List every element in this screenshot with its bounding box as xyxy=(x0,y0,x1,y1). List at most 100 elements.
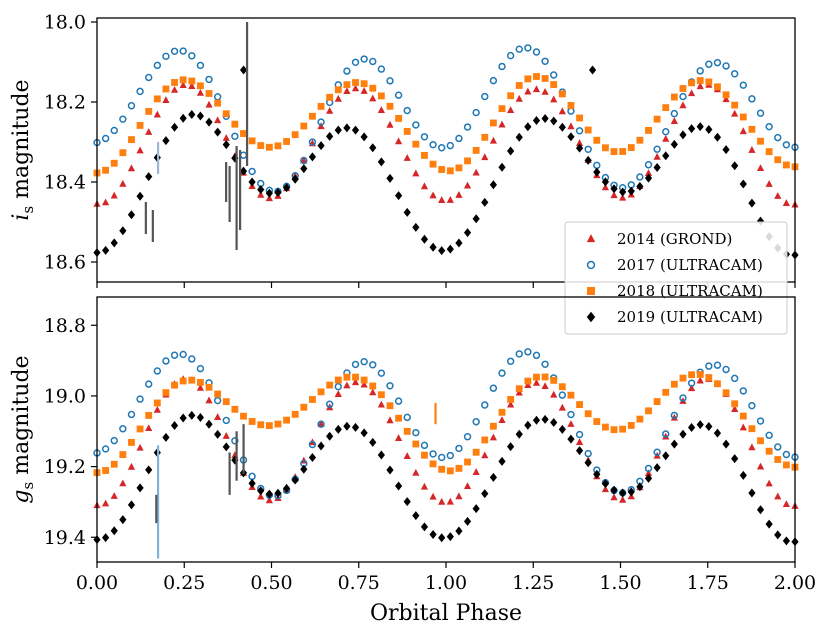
data-point xyxy=(136,425,144,433)
data-point xyxy=(498,162,506,172)
data-point xyxy=(550,95,558,103)
data-point xyxy=(170,421,179,431)
data-point xyxy=(662,430,670,438)
data-point xyxy=(550,81,558,88)
data-point xyxy=(127,500,136,510)
bottom-panel-g-band: 18.8 19.0 19.2 19.4 0.00 0.25 0.50 0.75 1.00 1.2… xyxy=(9,296,816,626)
data-point xyxy=(102,198,110,206)
data-point xyxy=(567,132,575,142)
data-point xyxy=(636,482,644,492)
data-point xyxy=(593,469,601,479)
data-point xyxy=(395,414,403,422)
data-point xyxy=(179,113,187,123)
series-2014-grond- xyxy=(93,80,799,208)
data-point xyxy=(420,234,429,244)
data-point xyxy=(153,95,161,103)
data-point xyxy=(472,468,480,475)
data-point xyxy=(119,425,127,433)
data-point xyxy=(515,82,523,89)
data-point xyxy=(774,492,782,500)
data-point xyxy=(257,190,265,198)
data-point xyxy=(214,413,222,420)
data-point xyxy=(222,110,230,118)
data-point xyxy=(360,86,368,94)
data-point xyxy=(170,351,179,359)
data-point xyxy=(748,488,756,498)
data-point xyxy=(696,371,704,378)
data-point xyxy=(636,136,644,144)
data-point xyxy=(463,228,472,238)
data-point xyxy=(463,433,472,441)
data-point xyxy=(558,403,566,411)
data-point xyxy=(575,143,584,153)
data-point xyxy=(498,408,506,416)
data-point xyxy=(653,163,661,173)
data-point xyxy=(248,177,256,187)
top-panel-i-band: 18.0 18.2 18.4 18.6 is magnitude 2014 (GRON… xyxy=(9,12,799,335)
data-point xyxy=(162,389,170,397)
data-point xyxy=(696,420,704,430)
data-point xyxy=(214,390,222,398)
data-point xyxy=(705,124,713,134)
data-point xyxy=(205,100,213,108)
data-point xyxy=(463,123,472,131)
data-point xyxy=(352,79,359,86)
data-point xyxy=(360,357,368,366)
series-2019-ultracam- xyxy=(93,110,799,260)
data-point xyxy=(515,94,523,102)
data-point xyxy=(593,136,601,144)
data-point xyxy=(472,418,480,426)
x-tick-label: 2.00 xyxy=(774,572,816,594)
data-point xyxy=(351,422,360,432)
data-point xyxy=(489,119,497,127)
data-point xyxy=(162,96,170,103)
data-point xyxy=(257,486,265,496)
data-point xyxy=(386,173,394,183)
data-point xyxy=(231,132,239,140)
data-point xyxy=(489,180,497,190)
data-point xyxy=(334,390,342,397)
data-point xyxy=(119,149,127,157)
data-point xyxy=(550,418,558,428)
data-point xyxy=(584,449,592,458)
data-point xyxy=(645,407,652,415)
legend-marker xyxy=(586,260,596,270)
data-point xyxy=(765,180,773,187)
data-point xyxy=(136,146,144,154)
data-point xyxy=(765,431,773,440)
data-point xyxy=(326,381,334,389)
data-point xyxy=(326,93,334,101)
data-point xyxy=(325,400,334,408)
data-point xyxy=(317,441,325,451)
data-point xyxy=(533,73,540,80)
data-point xyxy=(696,67,704,75)
data-point xyxy=(377,369,386,377)
data-point xyxy=(128,438,135,446)
data-point xyxy=(196,379,204,386)
data-point xyxy=(205,90,213,97)
data-point xyxy=(352,373,359,381)
bottom-ylabel-space xyxy=(9,475,34,482)
data-point xyxy=(576,114,583,122)
data-point xyxy=(438,196,446,204)
data-point xyxy=(360,132,368,142)
data-point xyxy=(756,417,765,425)
data-point xyxy=(541,87,549,95)
data-point xyxy=(532,378,541,386)
data-point xyxy=(774,156,782,164)
data-point xyxy=(429,140,437,149)
data-point xyxy=(670,439,678,449)
data-point xyxy=(713,428,722,438)
data-point xyxy=(619,193,627,201)
data-point xyxy=(188,82,196,90)
data-point xyxy=(171,381,178,389)
data-point xyxy=(627,487,635,497)
data-point xyxy=(429,191,437,199)
data-point xyxy=(110,159,118,167)
bottom-ylabel-symbol: g xyxy=(9,490,34,504)
y-tick-label: 19.4 xyxy=(44,527,86,549)
data-point xyxy=(532,48,541,56)
data-point xyxy=(377,106,385,114)
data-point xyxy=(481,92,489,101)
data-point xyxy=(567,107,575,115)
